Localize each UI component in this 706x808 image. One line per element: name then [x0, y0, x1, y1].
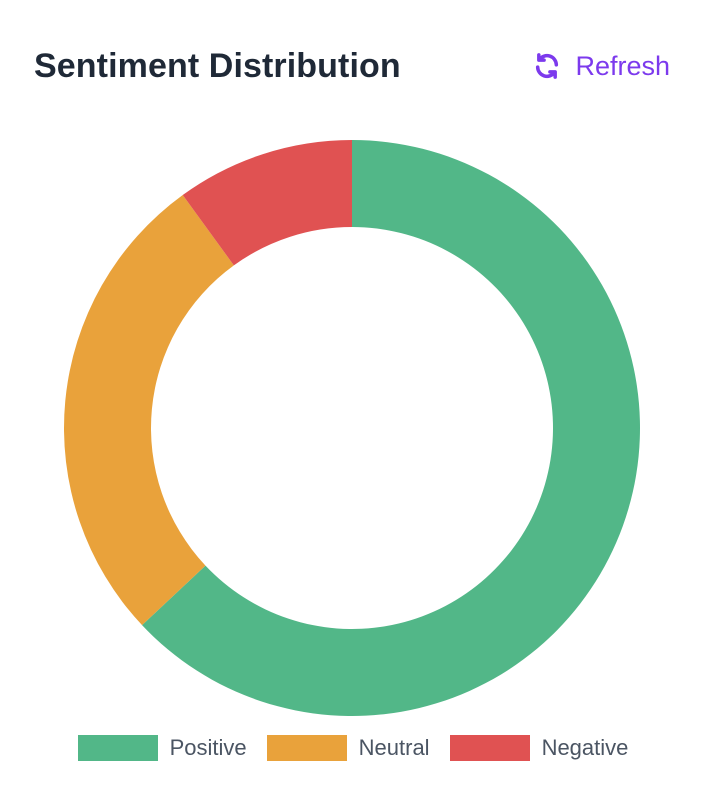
card-header: Sentiment Distribution Refresh — [34, 38, 670, 94]
sync-icon — [533, 52, 561, 80]
legend-swatch — [266, 735, 347, 761]
refresh-button[interactable]: Refresh — [533, 51, 670, 82]
legend-item-negative[interactable]: Negative — [449, 735, 629, 761]
slice-positive[interactable] — [142, 140, 640, 716]
legend-label: Positive — [169, 735, 247, 760]
legend-item-positive[interactable]: Positive — [77, 735, 247, 761]
chart-title: Sentiment Distribution — [34, 46, 401, 85]
slice-negative[interactable] — [182, 140, 352, 266]
legend-swatch — [77, 735, 158, 761]
chart-legend: Positive Neutral Negative — [0, 732, 706, 764]
slice-neutral[interactable] — [64, 195, 234, 626]
refresh-label: Refresh — [575, 50, 670, 81]
legend-item-neutral[interactable]: Neutral — [266, 735, 430, 761]
legend-swatch — [449, 735, 530, 761]
doughnut-chart — [64, 140, 640, 716]
legend-label: Neutral — [358, 735, 430, 760]
legend-label: Negative — [541, 735, 629, 760]
